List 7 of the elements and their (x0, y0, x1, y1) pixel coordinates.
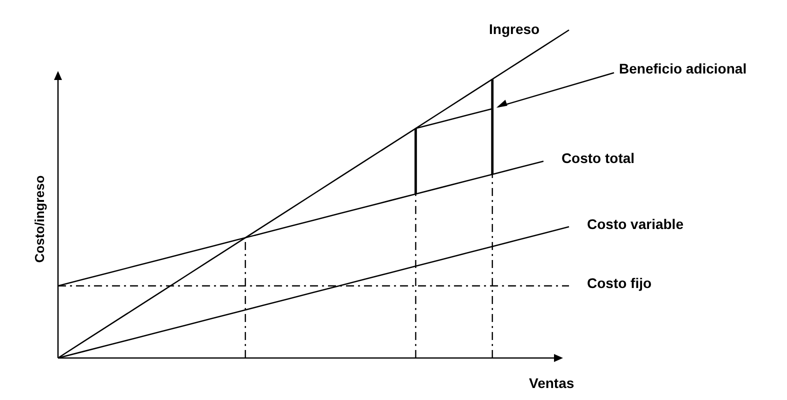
y-axis-title: Costo/ingreso (32, 175, 47, 263)
x-axis-title: Ventas (529, 375, 574, 391)
series-label: Costo variable (587, 216, 684, 232)
text: Beneficio adicional (619, 60, 747, 77)
series-label: Ingreso (489, 21, 540, 37)
series-label: Costo fijo (587, 274, 652, 291)
series-label: Costo total (561, 150, 635, 166)
